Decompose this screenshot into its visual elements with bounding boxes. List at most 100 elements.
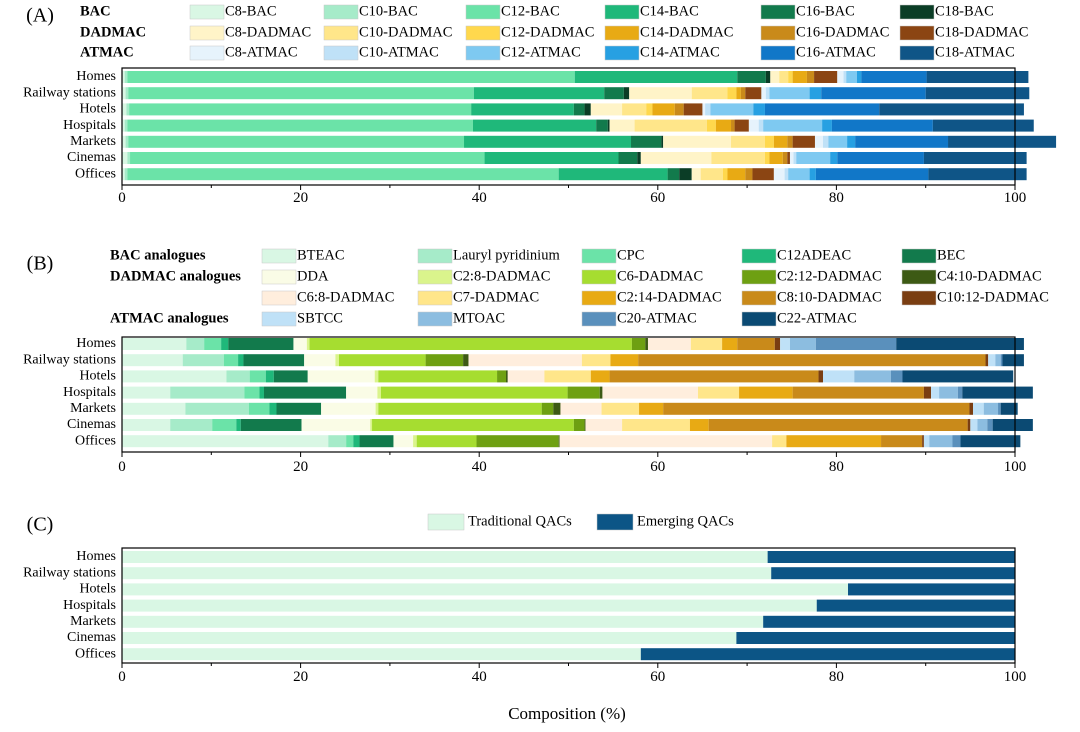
bar-segment-c8-dadmac-offices [691,168,701,181]
bar-segment-c8-atmac-railway-stations [761,87,766,100]
legend-swatch-c8-10-dadmac [741,290,777,306]
bar-segment-bec-hotels [273,370,308,383]
bar-segment-cpc-homes [204,338,222,350]
bar-segment-c10-bac-hospitals [124,119,128,132]
legend-label-c14-atmac: C14-ATMAC [640,44,720,60]
bar-segment-c8-dadmac-railway-stations [629,87,692,100]
bar-segment-c12-atmac-railway-stations [769,87,810,100]
bar-segment-c10-dadmac-markets [731,135,765,148]
bar-segment-c18-atmac-railway-stations [925,87,1030,100]
bar-segment-c14-dadmac-railway-stations [736,87,741,100]
bar-segment-c8-10-dadmac-railway-stations [638,354,986,367]
bar-segment-c7-dadmac-markets [601,402,640,415]
panel-label: (B) [27,253,54,275]
bar-segment-c20-atmac-railway-stations [1000,354,1003,367]
x-tick-label: 0 [118,459,126,475]
category-label-cinemas: Cinemas [67,630,116,645]
bar-segment-c4-10-dadmac-railway-stations [463,354,469,367]
bar-segment-c18-atmac-homes [926,71,1029,83]
legend-label-c2-8-dadmac: C2:8-DADMAC [453,268,550,284]
legend-label-bteac: BTEAC [297,247,345,263]
bar-segment-dda-offices [393,435,414,448]
legend-swatch-c12-dadmac [465,25,501,41]
legend-swatch-c18-atmac [899,45,935,61]
bar-segment-c14-atmac-railway-stations [809,87,822,100]
category-label-offices: Offices [75,166,116,181]
bar-segment-c12-atmac-cinemas [796,152,831,164]
bar-segment-dda-cinemas [301,419,371,431]
bar-segment-c18-bac-hotels [584,103,591,116]
bar-segment-c16-dadmac-markets [787,135,793,148]
bar-segment-c14-dadmac-markets [773,135,788,148]
bar-segment-c20-atmac-homes [815,338,897,350]
bar-segment-c16-bac-hospitals [596,119,608,132]
bar-segment-c16-bac-cinemas [618,152,638,164]
bar-segment-c12-dadmac-cinemas [764,152,770,164]
bar-segment-c14-dadmac-homes [792,71,807,83]
bar-segment-mtoac-offices [929,435,953,448]
bar-segment-c8-10-dadmac-cinemas [708,419,968,431]
bar-segment-cpc-cinemas [212,419,237,431]
bar-segment-bteac-railway-stations [122,354,183,367]
bar-segment-c12adeac-cinemas [236,419,241,431]
bar-segment-c7-dadmac-offices [772,435,787,448]
bar-segment-bteac-markets [122,402,186,415]
bar-segment-c12-dadmac-markets [764,135,774,148]
bar-segment-traditional-qacs-markets [122,615,764,628]
bar-segment-lauryl-pyridinium-offices [328,435,347,448]
legend-label-traditional-qacs: Traditional QACs [468,513,572,529]
bar-segment-c10-12-dadmac-cinemas [967,419,971,431]
bar-segment-c12-atmac-homes [846,71,857,83]
bar-segment-c16-atmac-hotels [764,103,880,116]
bar-segment-c8-10-dadmac-homes [737,338,775,350]
bar-segment-c6-dadmac-hotels [378,370,498,383]
bar-segment-c14-bac-homes [574,71,738,83]
x-tick-label: 100 [1004,459,1027,475]
x-tick-label: 20 [293,669,308,685]
bar-segment-cpc-hotels [249,370,266,383]
bar-segment-c8-atmac-cinemas [789,152,794,164]
bar-segment-lauryl-pyridinium-cinemas [170,419,213,431]
bar-segment-c8-10-dadmac-offices [881,435,923,448]
bar-segment-c12adeac-railway-stations [238,354,244,367]
bar-segment-c10-12-dadmac-markets [969,402,974,415]
legend-swatch-c10-atmac [323,45,359,61]
category-label-railway-stations: Railway stations [23,565,116,580]
bar-segment-c12-atmac-markets [828,135,848,148]
bar-segment-c6-8-dadmac-cinemas [585,419,623,431]
bar-segment-c12-bac-homes [127,71,575,83]
x-tick-label: 100 [1004,190,1027,206]
bar-segment-c2-14-dadmac-hotels [590,370,610,383]
bar-segment-c22-atmac-hotels [902,370,1014,383]
bar-segment-c2-12-dadmac-hospitals [567,386,600,399]
bar-segment-cpc-railway-stations [223,354,239,367]
bar-segment-c22-atmac-railway-stations [1002,354,1024,367]
bar-segment-c10-atmac-hotels [705,103,711,116]
legend-label-c22-atmac: C22-ATMAC [777,310,857,326]
bar-segment-c12-dadmac-railway-stations [727,87,737,100]
bar-segment-sbtcc-homes [780,338,790,350]
bar-segment-emerging-qacs-hospitals [816,599,1015,612]
bar-segment-c14-atmac-hotels [753,103,765,116]
bar-segment-c18-bac-railway-stations [623,87,630,100]
bar-segment-c8-atmac-offices [773,168,785,181]
legend-swatch-c6-dadmac [581,269,617,285]
legend-label-c6-dadmac: C6-DADMAC [617,268,703,284]
bar-segment-c10-dadmac-offices [700,168,723,181]
legend-group-dadmac: DADMAC [80,24,146,40]
legend-swatch-emerging-qacs [596,513,634,531]
legend-label-c16-bac: C16-BAC [796,3,855,19]
x-tick-label: 80 [829,459,844,475]
bar-segment-c18-dadmac-cinemas [787,152,790,164]
legend-label-c2-12-dadmac: C2:12-DADMAC [777,268,882,284]
bar-segment-dda-hotels [307,370,375,383]
bar-segment-mtoac-cinemas [977,419,988,431]
bar-segment-c8-bac-hotels [122,103,127,116]
bar-segment-c10-bac-offices [124,168,128,181]
bar-segment-traditional-qacs-railway-stations [122,567,772,580]
bar-segment-c7-dadmac-hospitals [697,386,740,399]
bar-segment-c2-14-dadmac-homes [722,338,738,350]
bar-segment-c10-12-dadmac-homes [774,338,781,350]
legend-swatch-c20-atmac [581,311,617,327]
